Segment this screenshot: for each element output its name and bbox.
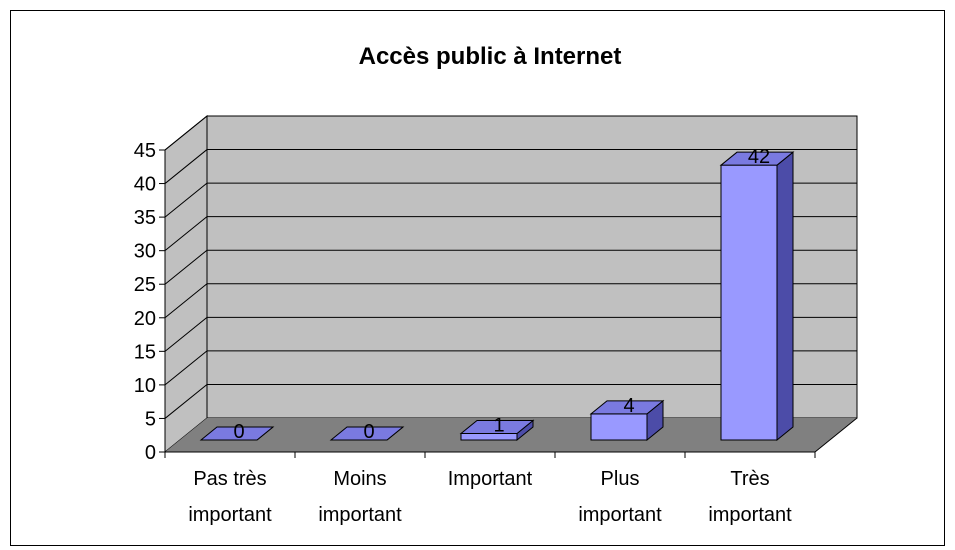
- bar: [719, 151, 795, 442]
- y-tick-label: 15: [134, 341, 156, 363]
- bar: [459, 419, 535, 442]
- x-tick-label-line: Très: [730, 468, 769, 490]
- x-tick-label: Pas très important: [188, 468, 272, 526]
- gridline: [164, 149, 857, 184]
- gridline: [164, 283, 857, 319]
- gridline: [164, 182, 857, 218]
- x-tick-label-line: Plus: [601, 468, 640, 490]
- bar: [589, 399, 665, 442]
- y-tick-label: 40: [134, 174, 156, 196]
- bar-side: [776, 151, 794, 442]
- data-label: 1: [493, 414, 504, 436]
- gridline: [164, 350, 857, 386]
- y-tick-label: 35: [134, 207, 156, 229]
- bar-top: [589, 400, 665, 415]
- x-tick-label-line: important: [708, 504, 792, 526]
- x-axis-tick-labels: Pas très important Moins important Important…: [188, 468, 792, 526]
- chart-bars: [199, 151, 795, 442]
- x-tick-label-line: Moins: [333, 468, 386, 490]
- gridline: [164, 383, 857, 419]
- data-label: 4: [623, 395, 634, 417]
- bar-top: [199, 426, 275, 441]
- chart-gridlines: [164, 115, 857, 419]
- bar-top: [719, 151, 795, 166]
- x-tick-label-line: important: [578, 504, 662, 526]
- gridline: [164, 316, 857, 352]
- data-label: 42: [748, 146, 770, 168]
- x-tick-label-line: important: [188, 504, 272, 526]
- bar: [199, 426, 275, 441]
- x-tick-label: Plus important: [578, 468, 662, 526]
- y-tick-label: 45: [134, 140, 156, 162]
- y-tick-label: 20: [134, 308, 156, 330]
- x-tick-label: Très important: [708, 468, 792, 526]
- data-label: 0: [363, 421, 374, 443]
- y-tick-label: 0: [145, 442, 156, 464]
- bar-front: [460, 432, 518, 441]
- chart-title: Accès public à Internet: [359, 43, 622, 70]
- gridline: [164, 249, 857, 285]
- gridline: [164, 216, 857, 252]
- bar-top: [329, 426, 405, 441]
- y-tick-label: 25: [134, 274, 156, 296]
- x-tick-label-line: Important: [448, 468, 533, 490]
- y-tick-label: 30: [134, 241, 156, 263]
- x-tick-label-line: Pas très: [193, 468, 266, 490]
- y-tick-label: 5: [145, 408, 156, 430]
- floor-edge-line: [814, 417, 858, 453]
- y-axis-tick-labels: 0 5 10 15 20 25 30 35 40 45: [134, 140, 156, 464]
- bar-front: [590, 413, 648, 441]
- x-tick-label-line: important: [318, 504, 402, 526]
- chart-axes: [159, 149, 858, 458]
- x-tick-label: Important: [448, 468, 533, 490]
- data-labels: 0 0 1 4 42: [233, 146, 770, 443]
- bar-top: [459, 419, 535, 434]
- x-tick-label: Moins important: [318, 468, 402, 526]
- bar: [329, 426, 405, 441]
- bar-front: [720, 164, 778, 441]
- gridline: [164, 115, 857, 151]
- y-tick-label: 10: [134, 375, 156, 397]
- data-label: 0: [233, 421, 244, 443]
